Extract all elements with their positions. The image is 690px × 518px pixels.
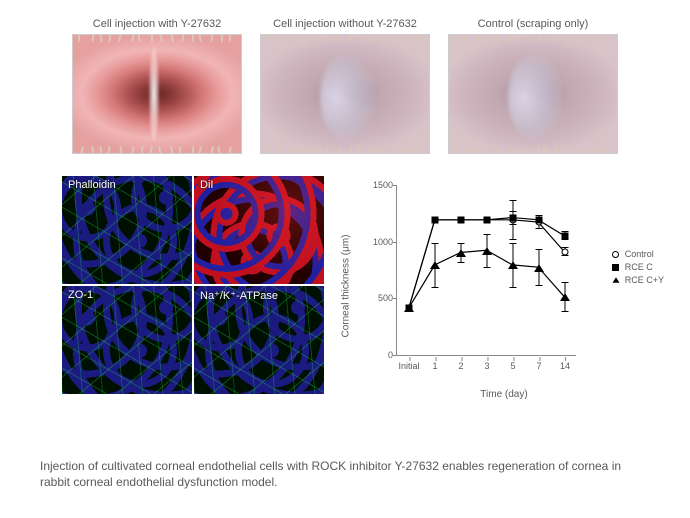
micro-label: ZO-1	[68, 289, 93, 301]
eye-label: Cell injection with Y-27632	[93, 18, 221, 30]
eyelash-bottom	[261, 146, 429, 154]
legend-label: RCE C+Y	[625, 275, 664, 285]
chart-marker	[562, 248, 569, 255]
eye-photo	[72, 34, 242, 154]
micro-label: Na⁺/K⁺-ATPase	[200, 289, 278, 302]
micro-dil: DiI	[194, 176, 324, 284]
micro-atpase: Na⁺/K⁺-ATPase	[194, 286, 324, 394]
chart-ytick: 1000	[367, 237, 393, 247]
legend-row: RCE C	[611, 262, 664, 272]
thickness-chart: Corneal thickness (μm) 050010001500Initi…	[354, 176, 654, 396]
chart-lines-svg	[397, 186, 576, 355]
eyelash-top	[261, 34, 429, 42]
legend-label: Control	[625, 249, 654, 259]
micro-label: DiI	[200, 179, 213, 191]
legend-label: RCE C	[625, 262, 653, 272]
fluorescence-grid: Phalloidin DiI ZO-1 Na⁺/K⁺-ATPase	[62, 176, 324, 396]
chart-marker	[456, 249, 466, 257]
chart-marker	[508, 261, 518, 269]
chart-xtick: 2	[458, 361, 463, 371]
chart-marker	[562, 232, 569, 239]
chart-ytick: 1500	[367, 180, 393, 190]
eye-panel-without-y27632: Cell injection without Y-27632	[260, 18, 430, 154]
chart-legend: Control RCE C RCE C+Y	[611, 246, 664, 288]
eye-label: Control (scraping only)	[478, 18, 589, 30]
eye-photo	[448, 34, 618, 154]
chart-marker	[432, 217, 439, 224]
chart-xtick: 14	[560, 361, 570, 371]
chart-marker	[560, 293, 570, 301]
chart-xlabel: Time (day)	[480, 389, 527, 400]
chart-xtick: 1	[432, 361, 437, 371]
chart-plot-area: 050010001500Initial1235714	[396, 186, 576, 356]
chart-marker	[458, 217, 465, 224]
chart-ytick: 500	[367, 293, 393, 303]
micro-label: Phalloidin	[68, 179, 116, 191]
eye-label: Cell injection without Y-27632	[273, 18, 417, 30]
micro-zo1: ZO-1	[62, 286, 192, 394]
chart-xtick: 3	[484, 361, 489, 371]
eye-photo	[260, 34, 430, 154]
chart-marker	[536, 217, 543, 224]
slit-reflection	[320, 53, 375, 142]
eyelash-bottom	[449, 146, 617, 154]
chart-marker	[534, 264, 544, 272]
figure-caption: Injection of cultivated corneal endothel…	[40, 458, 650, 490]
legend-row: RCE C+Y	[611, 275, 664, 285]
eyelash-top	[449, 34, 617, 42]
slit-reflection	[149, 47, 159, 141]
chart-ylabel: Corneal thickness (μm)	[341, 234, 352, 337]
eye-panel-with-y27632: Cell injection with Y-27632	[72, 18, 242, 154]
chart-ytick: 0	[367, 350, 393, 360]
micro-phalloidin: Phalloidin	[62, 176, 192, 284]
chart-marker	[484, 217, 491, 224]
eye-photo-row: Cell injection with Y-27632 Cell injecti…	[0, 0, 690, 154]
chart-xtick: 7	[536, 361, 541, 371]
chart-marker	[482, 247, 492, 255]
legend-row: Control	[611, 249, 664, 259]
chart-marker	[404, 304, 414, 312]
eye-panel-control: Control (scraping only)	[448, 18, 618, 154]
bottom-row: Phalloidin DiI ZO-1 Na⁺/K⁺-ATPase Cornea…	[0, 176, 690, 396]
eyelash-bottom	[73, 146, 241, 154]
chart-xtick: Initial	[398, 361, 419, 371]
chart-marker	[510, 214, 517, 221]
chart-xtick: 5	[510, 361, 515, 371]
chart-marker	[430, 261, 440, 269]
eyelash-top	[73, 34, 241, 42]
slit-reflection	[508, 53, 563, 142]
